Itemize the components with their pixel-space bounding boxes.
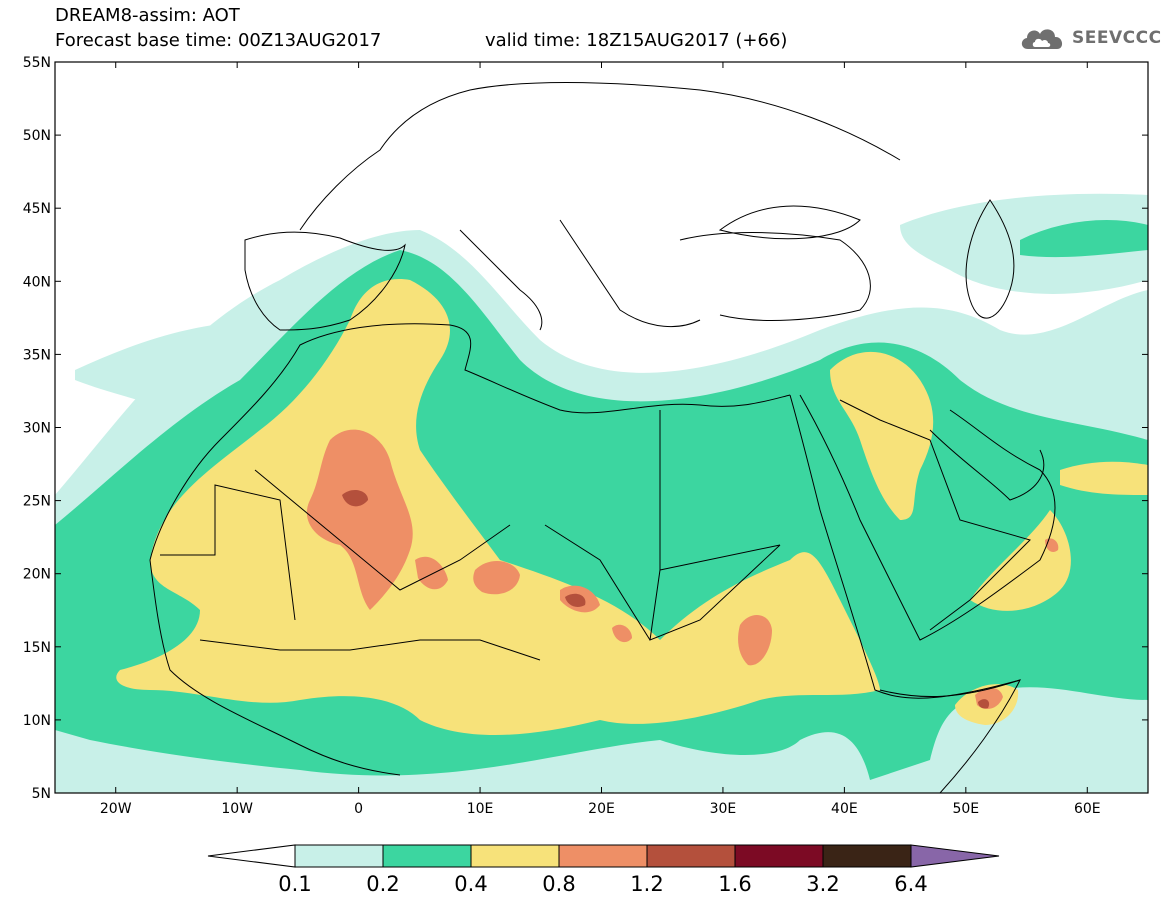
- colorbar-tick-label: 0.4: [454, 872, 487, 896]
- lon-tick-label: 10E: [467, 801, 494, 817]
- colorbar-tick-label: 1.6: [718, 872, 751, 896]
- lon-tick-label: 30E: [710, 801, 737, 817]
- border-libya-chad: [544, 524, 651, 641]
- aot-contour-0.4-oman: [970, 510, 1071, 611]
- coastline-italy: [459, 229, 543, 331]
- colorbar-segment: [646, 844, 736, 868]
- colorbar-tick-label: 0.8: [542, 872, 575, 896]
- cloud-icon: [1021, 29, 1063, 49]
- lat-tick-label: 45N: [23, 201, 51, 217]
- colorbar-high-arrow: [910, 844, 1000, 868]
- lat-tick-label: 35N: [23, 347, 51, 363]
- colorbar: 0.1 0.2 0.4 0.8 1.2 1.6 3.2 6.4: [207, 844, 1000, 896]
- aot-contour-1.2: [342, 489, 368, 507]
- colorbar-segment: [822, 844, 912, 868]
- lat-tick-label: 25N: [23, 494, 51, 510]
- lon-tick-label: 20W: [100, 801, 132, 817]
- longitude-axis: 20W 10W 0 10E 20E 30E 40E 50E 60E: [100, 62, 1101, 817]
- coastline-caspian: [965, 199, 1015, 319]
- coastline-europe: [299, 82, 901, 231]
- lat-tick-label: 15N: [23, 640, 51, 656]
- lat-tick-label: 30N: [23, 421, 51, 437]
- coastline-north-africa: [149, 323, 791, 561]
- lon-tick-label: 0: [354, 801, 363, 817]
- lat-tick-label: 40N: [23, 274, 51, 290]
- aot-field: [55, 193, 1148, 793]
- lat-tick-label: 5N: [32, 786, 51, 802]
- lat-tick-label: 55N: [23, 55, 51, 71]
- aot-contour-0.8-mali: [415, 556, 448, 590]
- aot-contour-1.2-somalia: [978, 699, 990, 709]
- colorbar-tick-label: 0.2: [366, 872, 399, 896]
- lat-tick-label: 20N: [23, 567, 51, 583]
- aot-contour-0.2-caucasus: [1020, 220, 1148, 258]
- map-title: DREAM8-assim: AOT: [55, 5, 240, 26]
- colorbar-segment: [294, 844, 384, 868]
- lon-tick-label: 10W: [221, 801, 253, 817]
- seevccc-logo: SEEVCCC: [1018, 22, 1162, 54]
- aot-contour-1.2-chad: [565, 593, 586, 608]
- lon-tick-label: 60E: [1074, 801, 1101, 817]
- border-mauritania: [160, 484, 296, 621]
- coastline-iberia: [244, 231, 406, 331]
- aot-contour-0.1-atlantic: [75, 320, 280, 410]
- colorbar-segment: [734, 844, 824, 868]
- lon-tick-label: 50E: [952, 801, 979, 817]
- border-sudan: [649, 544, 781, 641]
- colorbar-tick-label: 6.4: [894, 872, 927, 896]
- coastline-arabia: [799, 394, 1056, 641]
- colorbar-segment: [382, 844, 472, 868]
- colorbar-tick-label: 3.2: [806, 872, 839, 896]
- coastline-red-sea: [789, 394, 1021, 699]
- border-sahel: [199, 639, 541, 661]
- colorbar-tick-label: 0.1: [278, 872, 311, 896]
- lat-tick-label: 50N: [23, 128, 51, 144]
- aot-contour-0.8-chad2: [612, 624, 632, 643]
- coastline-west-africa: [149, 559, 401, 776]
- coastlines: [149, 82, 1056, 793]
- coastline-persian-gulf: [929, 429, 1045, 501]
- lon-tick-label: 20E: [588, 801, 615, 817]
- coastline-balkans: [559, 219, 701, 328]
- colorbar-segment: [558, 844, 648, 868]
- aot-contour-0.8-niger: [473, 560, 520, 595]
- aot-contour-0.4-gulf: [1060, 461, 1148, 495]
- logo-text: SEEVCCC: [1072, 28, 1162, 48]
- lon-tick-label: 40E: [831, 801, 858, 817]
- colorbar-tick-label: 1.2: [630, 872, 663, 896]
- coastline-black-sea: [718, 205, 861, 240]
- colorbar-low-arrow: [207, 844, 296, 868]
- border-algeria-mali: [254, 469, 511, 591]
- aot-contour-0.4-arabia: [830, 351, 934, 520]
- colorbar-segment: [470, 844, 560, 868]
- valid-time: valid time: 18Z15AUG2017 (+66): [485, 30, 788, 51]
- aot-contour-0.8-sahara: [306, 429, 413, 610]
- forecast-base-time: Forecast base time: 00Z13AUG2017: [55, 30, 382, 51]
- latitude-axis: 55N 50N 45N 40N 35N 30N 25N 20N 15N 10N 5N: [23, 55, 1148, 802]
- aot-contour-0.4: [116, 279, 880, 735]
- border-saudi: [839, 399, 1031, 631]
- aot-contour-0.8-sudan: [738, 614, 772, 666]
- coastline-horn: [879, 679, 1021, 793]
- lat-tick-label: 10N: [23, 713, 51, 729]
- coastline-turkey: [679, 232, 871, 321]
